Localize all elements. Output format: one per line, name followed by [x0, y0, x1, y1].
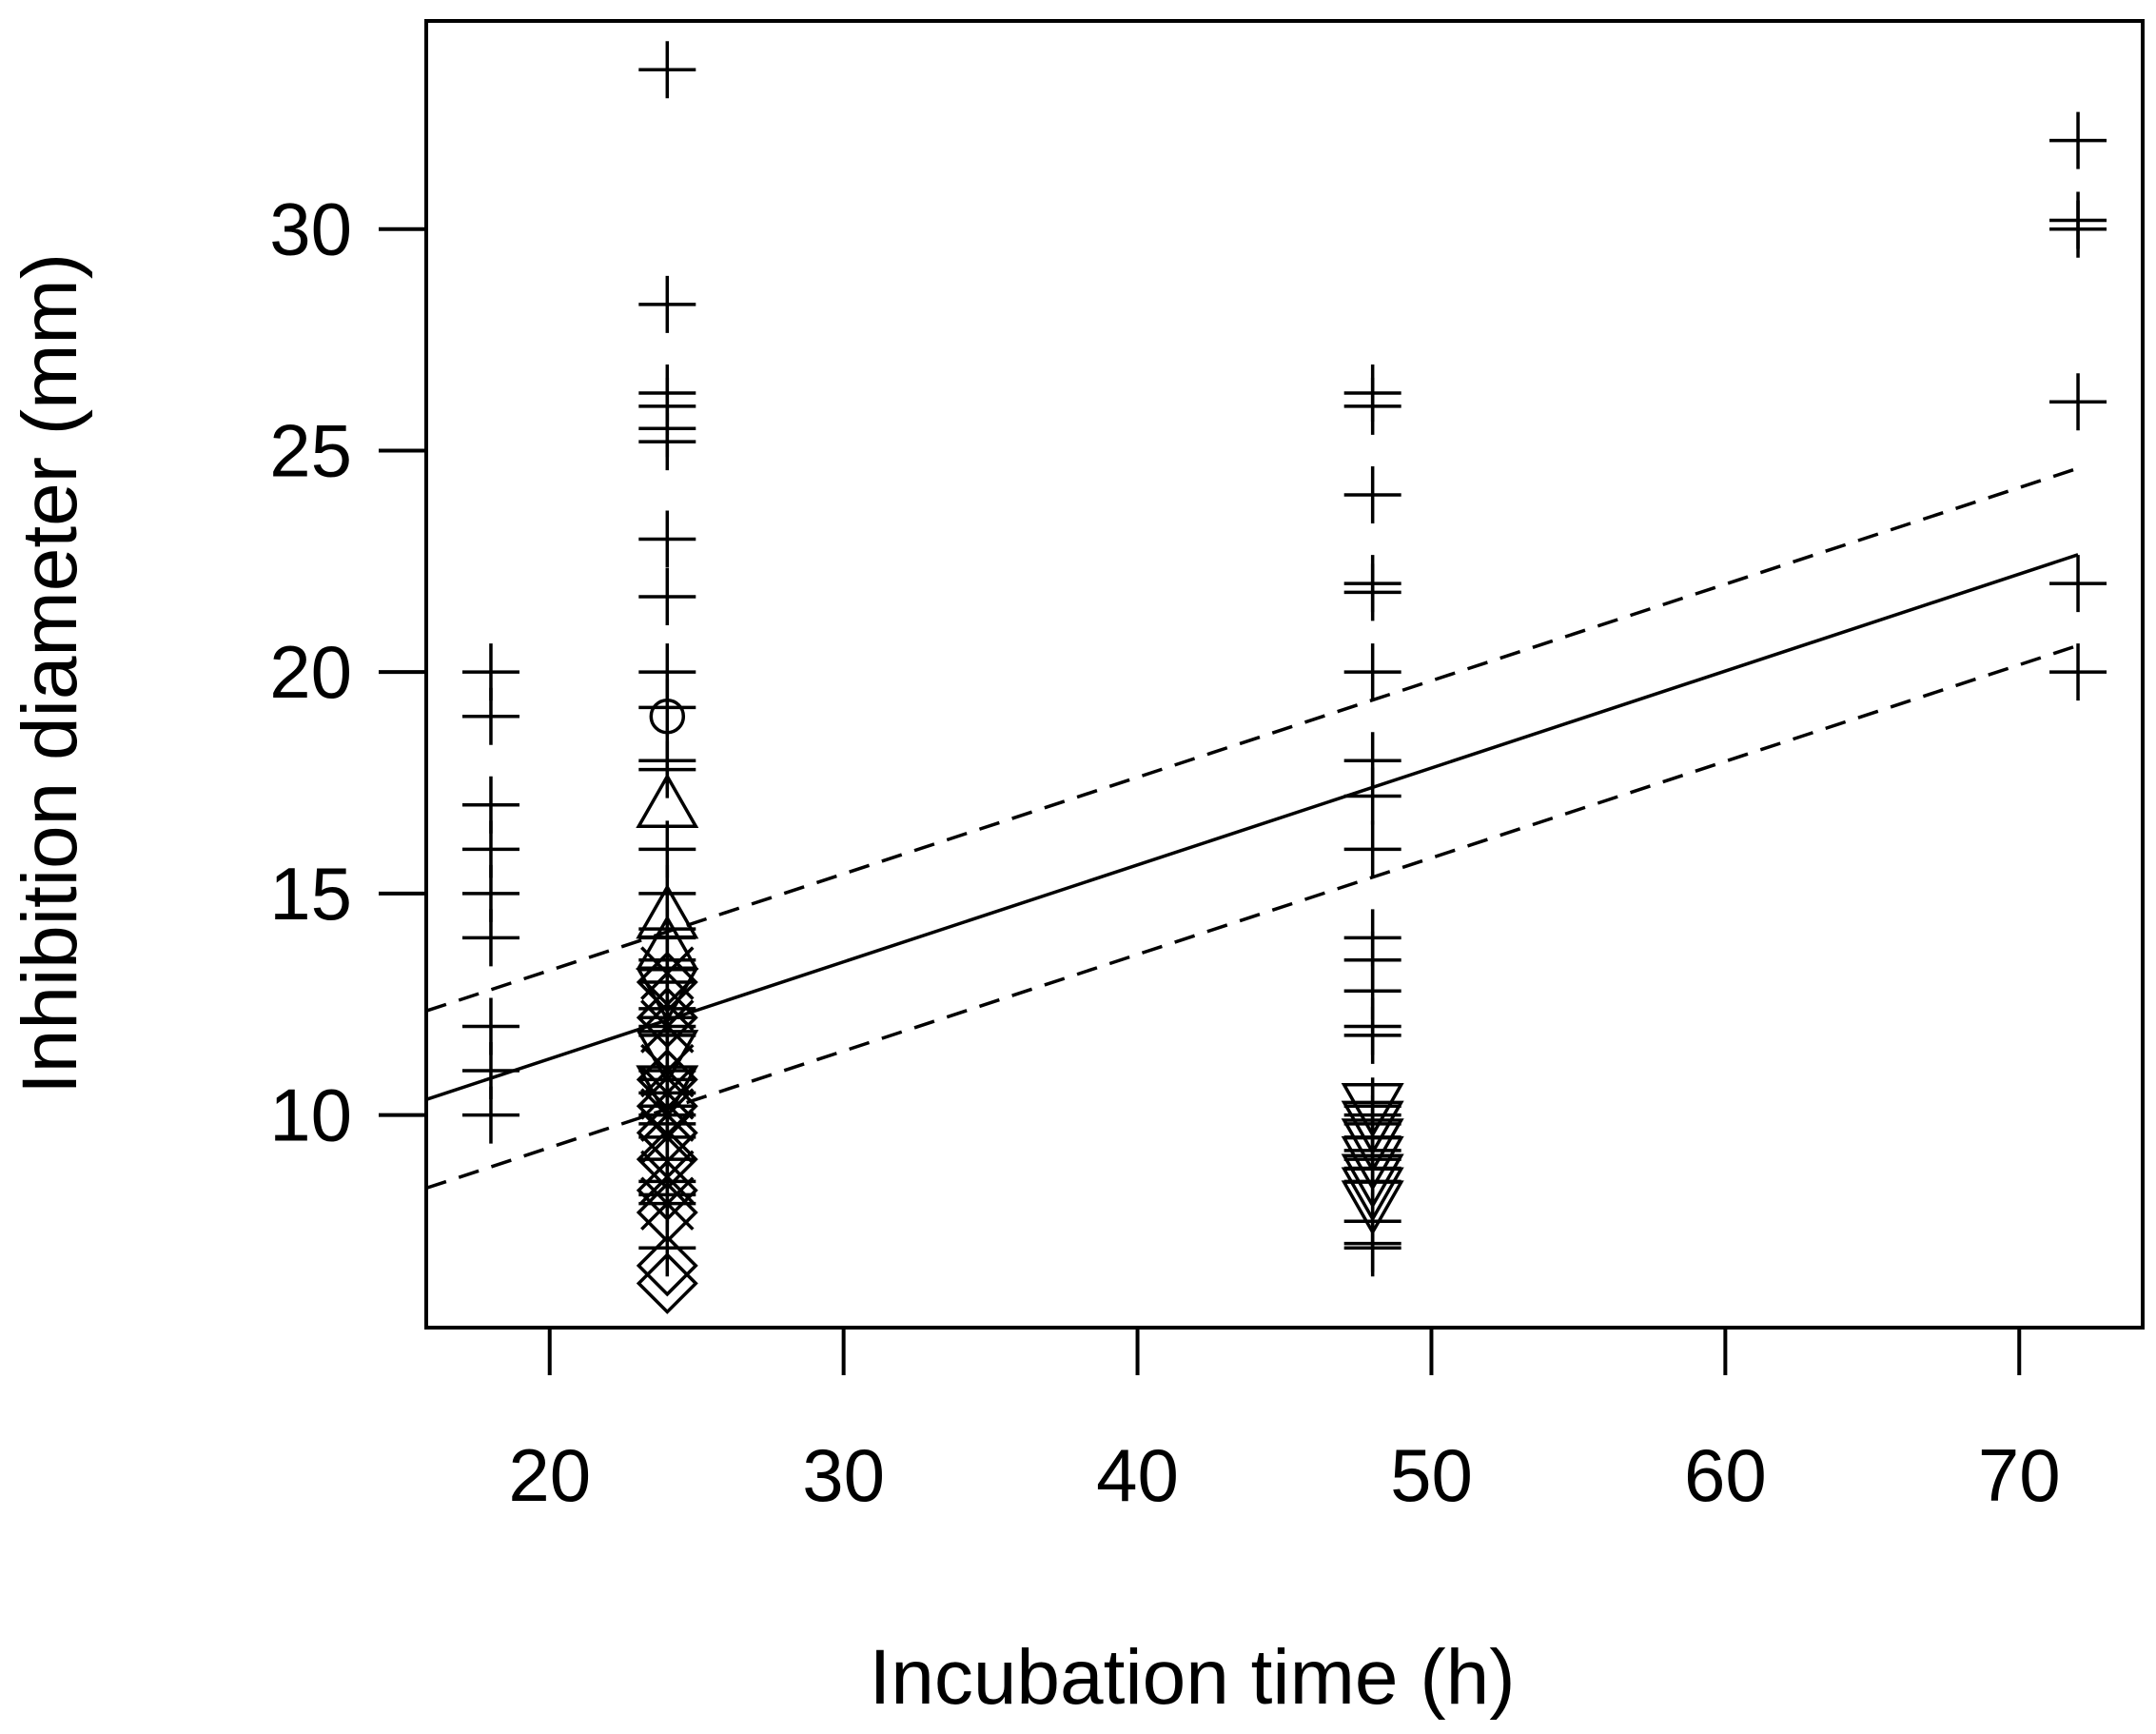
x-tick-label-30: 30	[802, 1433, 885, 1517]
point-plus-16	[638, 568, 696, 626]
point-diamond-1	[636, 986, 698, 1049]
upper-bound-line	[425, 466, 2079, 1013]
point-plus-71	[2049, 373, 2107, 431]
point-x-7	[640, 1150, 695, 1204]
point-diamond-2	[636, 1048, 698, 1111]
point-down-triangle-4	[1341, 1100, 1404, 1156]
y-axis: 10 15 20 25 30	[269, 187, 426, 1157]
point-plus-48	[1343, 643, 1401, 701]
point-x-2	[640, 999, 695, 1054]
point-plus-47	[1343, 563, 1401, 621]
y-tick-label-25: 25	[269, 408, 352, 492]
y-tick-label-20: 20	[269, 630, 352, 714]
y-tick-label-10: 10	[269, 1074, 352, 1157]
x-tick-label-60: 60	[1684, 1433, 1767, 1517]
point-plus-45	[1343, 466, 1401, 524]
x-axis-label: Incubation time (h)	[869, 1634, 1515, 1721]
lower-bound-line	[425, 643, 2079, 1191]
data-points	[461, 41, 2107, 1314]
point-plus-72	[2049, 555, 2107, 613]
point-diamond-7	[636, 1181, 698, 1244]
point-down-triangle-6	[1341, 1135, 1404, 1192]
y-axis-label: Inhibition diameter (mm)	[7, 253, 93, 1094]
point-plus-50	[1343, 767, 1401, 825]
point-triangle-0	[636, 773, 699, 829]
point-down-triangle-0	[636, 968, 699, 1023]
y-tick-label-15: 15	[269, 852, 352, 936]
x-tick-label-20: 20	[508, 1433, 591, 1517]
point-triangle-1	[636, 883, 699, 939]
x-tick-label-40: 40	[1096, 1433, 1179, 1517]
point-plus-51	[1343, 820, 1401, 878]
point-diamond-8	[636, 1234, 698, 1297]
point-plus-9	[638, 41, 696, 99]
point-diamond-3	[636, 1074, 698, 1137]
x-tick-label-50: 50	[1390, 1433, 1473, 1517]
y-tick-label-30: 30	[269, 187, 352, 271]
point-circle-0	[649, 698, 686, 735]
point-plus-15	[638, 510, 696, 568]
point-down-triangle-9	[1341, 1180, 1404, 1236]
point-diamond-0	[636, 951, 698, 1014]
point-plus-67	[1343, 1219, 1401, 1277]
plot-frame	[424, 19, 2145, 1330]
point-x-8	[640, 1176, 695, 1231]
point-down-triangle-1	[636, 1030, 699, 1085]
point-plus-18	[638, 679, 696, 737]
point-plus-8	[461, 1086, 519, 1144]
x-tick-label-70: 70	[1978, 1433, 2061, 1517]
point-plus-56	[1343, 1006, 1401, 1064]
fit-line	[425, 553, 2079, 1101]
point-diamond-5	[636, 1128, 698, 1191]
point-plus-14	[638, 413, 696, 471]
point-plus-70	[2049, 200, 2107, 258]
point-plus-42	[638, 1219, 696, 1277]
point-down-triangle-3	[1341, 1083, 1404, 1138]
point-down-triangle-8	[1341, 1167, 1404, 1223]
point-diamond-6	[636, 1159, 698, 1222]
fit-lines	[425, 466, 2079, 1191]
point-plus-68	[2049, 111, 2107, 169]
x-axis: 20 30 40 50 60 70	[508, 1328, 2061, 1517]
point-plus-1	[461, 687, 519, 745]
point-down-triangle-5	[1341, 1118, 1404, 1174]
point-plus-73	[2049, 643, 2107, 701]
point-down-triangle-2	[636, 1065, 699, 1121]
point-plus-5	[461, 909, 519, 967]
point-plus-20	[638, 740, 696, 798]
point-plus-10	[638, 275, 696, 333]
point-plus-44	[1343, 377, 1401, 435]
point-x-4	[640, 1066, 695, 1120]
point-diamond-9	[636, 1251, 698, 1314]
